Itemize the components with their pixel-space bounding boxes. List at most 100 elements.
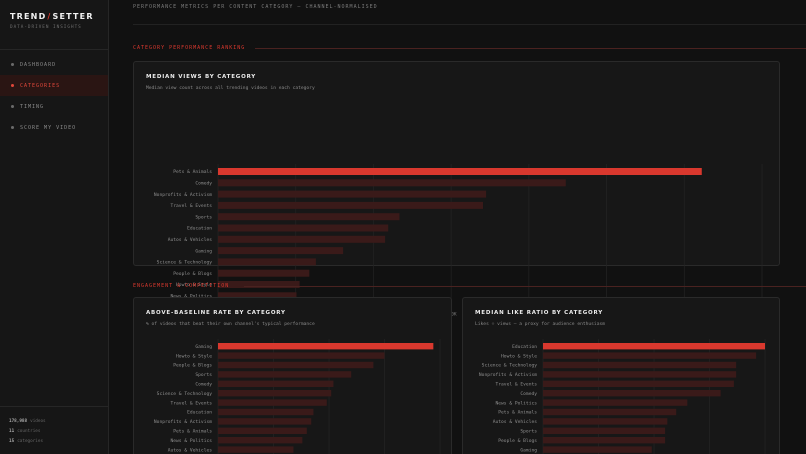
bar [218, 247, 344, 255]
bar [543, 380, 734, 387]
category-label: News & Politics [496, 400, 538, 406]
section-title-ranking: CATEGORY PERFORMANCE RANKING [133, 45, 246, 51]
category-label: Travel & Events [496, 382, 538, 388]
bar [218, 418, 312, 425]
section-rule [244, 286, 806, 287]
bar [218, 399, 327, 406]
category-label: Nonprofits & Activism [154, 192, 212, 198]
stat-value: 15 [9, 439, 15, 444]
nav-item-dashboard[interactable]: DASHBOARD [0, 54, 108, 75]
nav-item-score-my-video[interactable]: SCORE MY VIDEO [0, 117, 108, 138]
category-label: Education [187, 410, 212, 416]
category-label: Autos & Vehicles [168, 237, 212, 243]
chart-title: MEDIAN LIKE RATIO BY CATEGORY [475, 310, 604, 316]
bar [218, 190, 487, 198]
bar [218, 269, 310, 277]
category-label: Autos & Vehicles [168, 447, 212, 453]
category-label: Travel & Events [171, 203, 213, 209]
category-label: Nonprofits & Activism [154, 419, 212, 425]
category-label: People & Blogs [173, 363, 212, 369]
nav-item-label: TIMING [20, 103, 45, 110]
bar [218, 352, 385, 359]
category-label: Gaming [195, 344, 212, 350]
bar [543, 390, 721, 397]
stat-countries: 11 countries [9, 427, 46, 437]
nav-dot-icon [11, 63, 14, 66]
nav-item-categories[interactable]: CATEGORIES [0, 75, 108, 96]
bar [218, 292, 297, 300]
chart-like-ratio: Education Howto & Style Science & Technolo… [479, 339, 766, 454]
card-like-ratio: MEDIAN LIKE RATIO BY CATEGORY Likes ÷ vi… [462, 297, 780, 454]
bar [218, 235, 386, 243]
dataset-stats: 178,988 videos 11 countries 15 categories [9, 417, 46, 447]
bar [218, 390, 332, 397]
stat-label: categories [17, 439, 44, 444]
bar [218, 201, 484, 209]
category-label: News & Politics [171, 438, 213, 444]
bar [218, 371, 352, 378]
category-label: People & Blogs [498, 438, 537, 444]
bar [218, 361, 374, 369]
chart-description: Likes ÷ views — a proxy for audience ent… [475, 322, 605, 327]
section-rule [255, 48, 806, 49]
brand-slash: / [47, 12, 52, 21]
category-label: Pets & Animals [173, 169, 212, 175]
chart-above-baseline: Gaming Howto & Style People & Blogs Sports C… [154, 339, 441, 454]
stat-value: 11 [9, 429, 15, 434]
nav-dot-icon [11, 126, 14, 129]
category-label: Sports [195, 372, 212, 378]
bar [543, 361, 737, 369]
bar [218, 258, 316, 266]
bar [543, 437, 666, 444]
category-label: Howto & Style [501, 353, 537, 359]
main-content: PERFORMANCE METRICS PER CONTENT CATEGORY… [109, 0, 806, 454]
brand-name-part: SETTER [52, 12, 94, 21]
category-label: Comedy [195, 382, 212, 388]
category-label: Howto & Style [176, 353, 212, 359]
category-label: Gaming [520, 447, 537, 453]
category-label: Comedy [195, 181, 212, 187]
category-label: Sports [520, 429, 537, 435]
bar [543, 343, 765, 350]
category-label: Travel & Events [171, 400, 213, 406]
bar [218, 213, 400, 221]
category-label: Sports [195, 214, 212, 220]
category-label: Pets & Animals [498, 410, 537, 416]
chart-title: ABOVE-BASELINE RATE BY CATEGORY [146, 310, 286, 316]
chart-description: % of videos that beat their own channel'… [146, 322, 315, 327]
card-median-views: MEDIAN VIEWS BY CATEGORY Median view cou… [133, 61, 780, 318]
category-label: News & Politics [171, 294, 213, 300]
nav-dot-icon [11, 84, 14, 87]
bar [218, 427, 307, 434]
page-subtitle: PERFORMANCE METRICS PER CONTENT CATEGORY… [133, 4, 378, 10]
bar [543, 352, 757, 359]
sidebar: TREND/SETTER DATA-DRIVEN INSIGHTS DASHBO… [0, 0, 109, 454]
stat-categories: 15 categories [9, 437, 46, 447]
nav-item-timing[interactable]: TIMING [0, 96, 108, 117]
category-label: Gaming [195, 248, 212, 254]
nav-item-label: DASHBOARD [20, 61, 57, 68]
brand-logo[interactable]: TREND/SETTER [10, 12, 94, 21]
card-above-baseline: ABOVE-BASELINE RATE BY CATEGORY % of vid… [133, 297, 452, 454]
bar [218, 437, 303, 444]
chart-title: MEDIAN VIEWS BY CATEGORY [146, 74, 257, 80]
divider [133, 24, 806, 25]
bar [543, 399, 688, 406]
bar [543, 371, 737, 378]
category-label: Autos & Vehicles [493, 419, 537, 425]
chart-description: Median view count across all trending vi… [146, 86, 315, 91]
sidebar-nav: DASHBOARD CATEGORIES TIMING SCORE MY VID… [0, 54, 108, 138]
chart-median-views: 0200K400K600K800K1.0M1.2M1.4MPets & Anim… [154, 164, 768, 318]
divider [0, 406, 108, 407]
bar [218, 380, 334, 387]
stat-value: 178,988 [9, 419, 28, 424]
bar [218, 343, 434, 350]
bar [218, 281, 300, 288]
category-label: Education [187, 226, 212, 232]
category-label: Science & Technology [157, 391, 213, 397]
bar [543, 418, 668, 425]
nav-dot-icon [11, 105, 14, 108]
bar [218, 179, 566, 187]
stat-label: countries [17, 429, 41, 434]
